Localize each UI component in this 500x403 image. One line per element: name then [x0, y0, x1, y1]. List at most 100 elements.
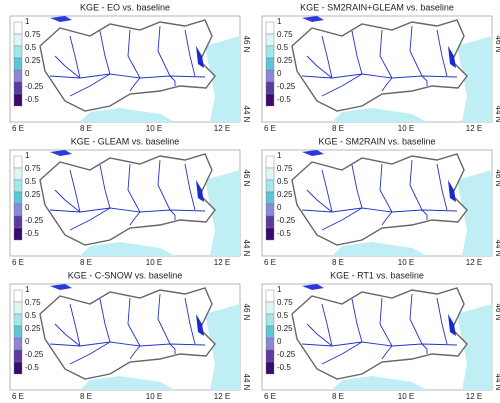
lon-label: 12 E [214, 392, 230, 401]
lake [50, 150, 72, 156]
colorbar-label: 0 [277, 337, 282, 346]
colorbar-label: 0.25 [277, 190, 293, 199]
colorbar-label: 0.75 [277, 298, 293, 307]
lat-label: 46 N [494, 304, 500, 321]
colorbar-step [265, 191, 275, 205]
lake [302, 284, 324, 290]
river [99, 30, 111, 75]
colorbar-label: 1 [277, 151, 282, 160]
colorbar-label: 0.75 [25, 164, 41, 173]
colorbar-step [265, 93, 275, 107]
river [421, 75, 428, 86]
river [321, 169, 333, 213]
lon-label: 10 E [398, 258, 414, 267]
river [379, 297, 393, 347]
colorbar-step [265, 45, 275, 59]
river [421, 343, 428, 354]
colorbar-step [13, 33, 23, 47]
sea [332, 108, 427, 122]
river [69, 341, 111, 365]
lon-label: 6 E [264, 124, 276, 133]
colorbar-step [265, 81, 275, 95]
river [54, 323, 81, 347]
colorbar-label: -0.25 [277, 216, 296, 225]
sea [205, 36, 240, 122]
sea [457, 36, 492, 122]
lake [196, 180, 204, 202]
colorbar-label: 1 [25, 17, 30, 26]
lon-label: 8 E [80, 124, 92, 133]
colorbar-step [13, 227, 23, 241]
river [169, 75, 176, 86]
basin [291, 287, 468, 380]
river [54, 189, 81, 213]
colorbar-label: 0.75 [277, 30, 293, 39]
river [157, 293, 171, 345]
map-panel: KGE - C-SNOW vs. baseline 1 0.75 0.5 0.25 0 -0… [9, 270, 251, 401]
colorbar-label: -0.5 [25, 95, 39, 104]
lake [448, 46, 456, 68]
river [49, 341, 206, 347]
colorbar-label: -0.5 [277, 363, 291, 372]
map-panel: KGE - RT1 vs. baseline 1 0.75 0.5 0.25 0 -0.25… [261, 270, 500, 401]
river [321, 73, 363, 97]
lat-label: 44 N [242, 106, 251, 123]
lake [50, 16, 72, 22]
basin [39, 153, 216, 246]
colorbar-step [265, 215, 275, 229]
colorbar-label: 0.5 [25, 177, 37, 186]
lat-label: 46 N [494, 170, 500, 187]
lon-label: 8 E [80, 258, 92, 267]
lake [448, 314, 456, 336]
river [321, 207, 363, 231]
colorbar-label: 0.25 [277, 56, 293, 65]
colorbar-step [265, 155, 275, 169]
river [351, 298, 363, 343]
lat-label: 44 N [494, 106, 500, 123]
river [69, 207, 111, 231]
colorbar-step [265, 289, 275, 303]
colorbar-label: -0.25 [25, 350, 44, 359]
river [409, 159, 423, 211]
sea [332, 242, 427, 256]
map-panel: KGE - EO vs. baseline 1 0.75 0.5 0.25 0 -0.25 -… [9, 2, 251, 133]
river [351, 30, 363, 75]
river [169, 209, 176, 220]
river [436, 29, 448, 77]
colorbar-label: 0 [25, 69, 30, 78]
river [351, 164, 363, 209]
lat-label: 46 N [242, 304, 251, 321]
river [69, 35, 81, 79]
lon-label: 8 E [332, 392, 344, 401]
colorbar-label: 0.25 [277, 324, 293, 333]
lon-label: 10 E [398, 124, 414, 133]
colorbar-step [265, 21, 275, 35]
lake [196, 314, 204, 336]
river [306, 189, 333, 213]
lat-label: 44 N [242, 374, 251, 391]
basin [291, 153, 468, 246]
colorbar-step [13, 81, 23, 95]
river [127, 29, 141, 79]
colorbar-step [13, 69, 23, 83]
river [436, 163, 448, 211]
basin [39, 287, 216, 380]
river [409, 25, 423, 77]
colorbar-label: 0.75 [25, 298, 41, 307]
panel-title: KGE - EO vs. baseline [80, 2, 170, 12]
colorbar-step [13, 325, 23, 339]
colorbar-step [265, 167, 275, 181]
colorbar-label: 0.75 [25, 30, 41, 39]
river [379, 163, 393, 213]
river [381, 77, 393, 92]
river [381, 345, 393, 360]
colorbar-step [13, 313, 23, 327]
colorbar-step [265, 301, 275, 315]
lon-label: 10 E [146, 258, 162, 267]
lon-label: 8 E [332, 124, 344, 133]
colorbar-label: 0.5 [277, 43, 289, 52]
colorbar-label: 0.5 [25, 43, 37, 52]
river [129, 77, 141, 92]
lake [302, 16, 324, 22]
colorbar-label: 0 [277, 69, 282, 78]
